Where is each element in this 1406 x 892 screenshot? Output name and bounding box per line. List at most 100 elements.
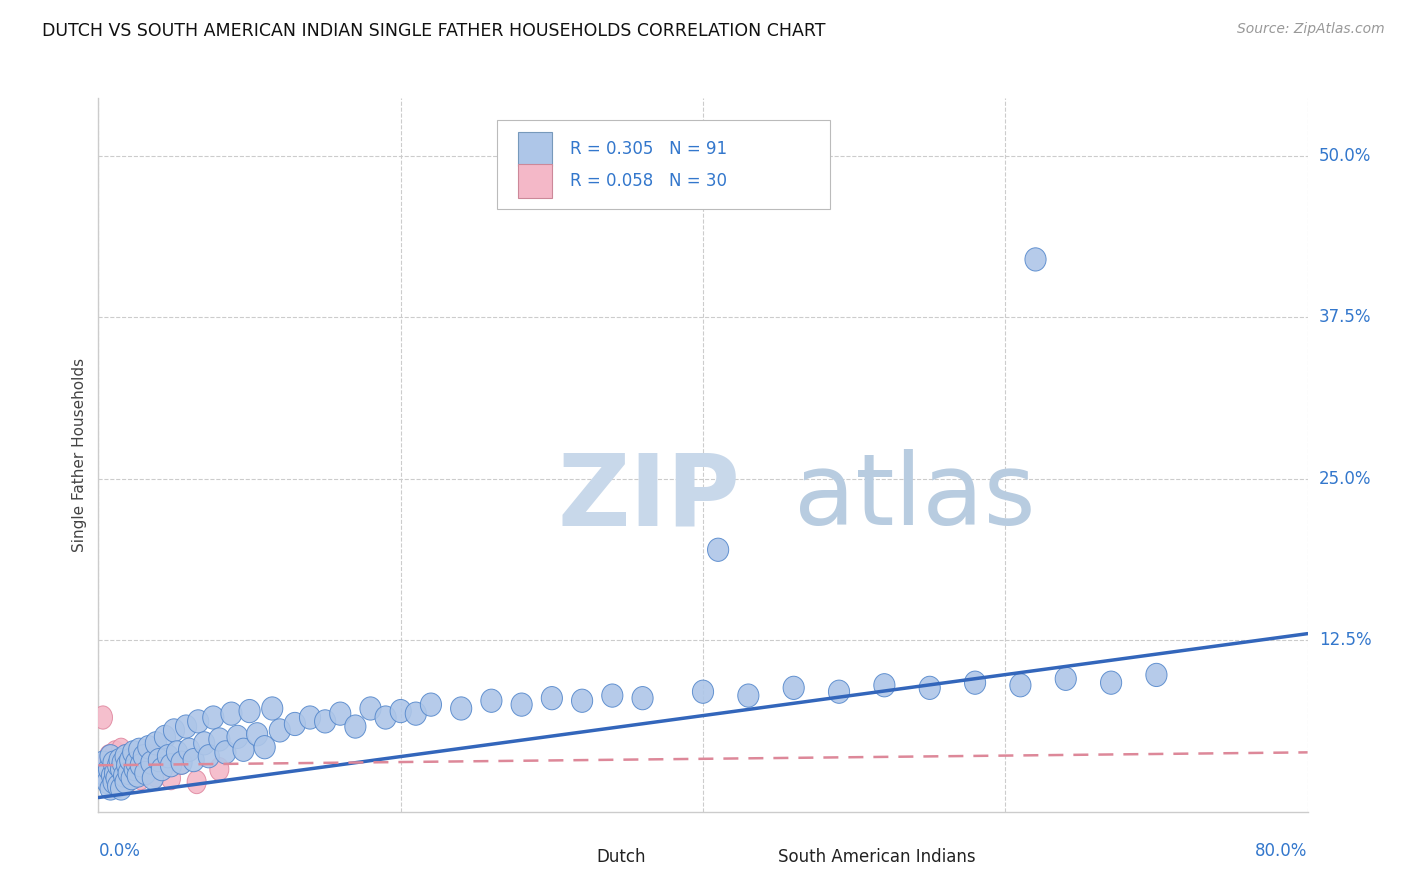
Ellipse shape: [108, 748, 128, 772]
Ellipse shape: [202, 706, 224, 729]
Ellipse shape: [141, 751, 162, 774]
Ellipse shape: [107, 774, 129, 797]
Ellipse shape: [101, 764, 122, 788]
Ellipse shape: [115, 771, 136, 794]
Ellipse shape: [138, 736, 159, 759]
Ellipse shape: [134, 745, 155, 768]
Ellipse shape: [129, 739, 150, 762]
Ellipse shape: [1054, 667, 1077, 690]
Ellipse shape: [104, 762, 125, 785]
Ellipse shape: [105, 740, 125, 764]
Ellipse shape: [1146, 664, 1167, 687]
Ellipse shape: [176, 715, 197, 739]
Ellipse shape: [602, 684, 623, 707]
Ellipse shape: [117, 754, 138, 777]
Ellipse shape: [98, 766, 117, 789]
Ellipse shape: [131, 754, 152, 777]
Ellipse shape: [120, 748, 141, 772]
Ellipse shape: [828, 680, 849, 703]
Ellipse shape: [100, 745, 118, 768]
Ellipse shape: [450, 697, 472, 720]
Ellipse shape: [172, 751, 193, 774]
Ellipse shape: [118, 771, 136, 794]
Ellipse shape: [269, 719, 291, 742]
Ellipse shape: [284, 713, 305, 736]
Text: 37.5%: 37.5%: [1319, 309, 1371, 326]
Ellipse shape: [117, 745, 135, 768]
Ellipse shape: [93, 751, 114, 774]
Ellipse shape: [103, 751, 121, 774]
Text: 12.5%: 12.5%: [1319, 632, 1371, 649]
Ellipse shape: [246, 723, 267, 746]
Ellipse shape: [873, 673, 896, 697]
Ellipse shape: [215, 740, 236, 764]
Ellipse shape: [103, 771, 124, 794]
Ellipse shape: [541, 687, 562, 710]
Ellipse shape: [344, 715, 366, 739]
Ellipse shape: [131, 766, 150, 789]
Ellipse shape: [187, 771, 207, 794]
Ellipse shape: [107, 754, 129, 777]
Ellipse shape: [112, 754, 132, 777]
FancyBboxPatch shape: [740, 845, 766, 871]
Ellipse shape: [112, 751, 134, 774]
Text: South American Indians: South American Indians: [778, 847, 976, 865]
Ellipse shape: [329, 702, 352, 725]
Ellipse shape: [157, 745, 179, 768]
Ellipse shape: [142, 745, 160, 768]
Ellipse shape: [389, 699, 412, 723]
Ellipse shape: [1101, 671, 1122, 694]
Ellipse shape: [160, 754, 181, 777]
Text: R = 0.058   N = 30: R = 0.058 N = 30: [569, 172, 727, 190]
Ellipse shape: [121, 766, 142, 789]
Ellipse shape: [187, 710, 208, 733]
Ellipse shape: [115, 762, 134, 785]
Ellipse shape: [262, 697, 283, 720]
Ellipse shape: [100, 745, 121, 768]
Ellipse shape: [163, 719, 184, 742]
Ellipse shape: [420, 693, 441, 716]
Ellipse shape: [738, 684, 759, 707]
Ellipse shape: [97, 754, 115, 777]
Ellipse shape: [571, 690, 593, 713]
Ellipse shape: [122, 757, 141, 780]
Ellipse shape: [135, 762, 156, 785]
Ellipse shape: [93, 706, 112, 729]
Text: 0.0%: 0.0%: [98, 842, 141, 860]
Ellipse shape: [127, 764, 148, 788]
Ellipse shape: [226, 725, 247, 748]
Ellipse shape: [299, 706, 321, 729]
Ellipse shape: [707, 538, 728, 561]
Text: 25.0%: 25.0%: [1319, 470, 1371, 488]
Ellipse shape: [920, 676, 941, 699]
Ellipse shape: [172, 751, 191, 774]
Ellipse shape: [128, 748, 148, 772]
Ellipse shape: [134, 754, 153, 777]
Ellipse shape: [101, 762, 120, 785]
Ellipse shape: [152, 757, 172, 780]
Ellipse shape: [152, 757, 173, 780]
Ellipse shape: [233, 739, 254, 762]
Ellipse shape: [183, 748, 204, 772]
Ellipse shape: [148, 748, 170, 772]
Ellipse shape: [107, 757, 127, 780]
Ellipse shape: [96, 764, 117, 788]
Ellipse shape: [97, 771, 118, 794]
Ellipse shape: [122, 740, 143, 764]
Text: Dutch: Dutch: [596, 847, 647, 865]
Ellipse shape: [783, 676, 804, 699]
Ellipse shape: [209, 757, 229, 780]
Ellipse shape: [120, 751, 138, 774]
Ellipse shape: [98, 757, 120, 780]
Ellipse shape: [162, 766, 180, 789]
Text: DUTCH VS SOUTH AMERICAN INDIAN SINGLE FATHER HOUSEHOLDS CORRELATION CHART: DUTCH VS SOUTH AMERICAN INDIAN SINGLE FA…: [42, 22, 825, 40]
Ellipse shape: [104, 771, 124, 794]
Ellipse shape: [138, 762, 156, 785]
Ellipse shape: [179, 739, 200, 762]
Y-axis label: Single Father Households: Single Father Households: [72, 358, 87, 552]
Ellipse shape: [155, 725, 176, 748]
Ellipse shape: [125, 764, 145, 788]
FancyBboxPatch shape: [517, 132, 551, 166]
Text: Source: ZipAtlas.com: Source: ZipAtlas.com: [1237, 22, 1385, 37]
Ellipse shape: [1010, 673, 1031, 697]
